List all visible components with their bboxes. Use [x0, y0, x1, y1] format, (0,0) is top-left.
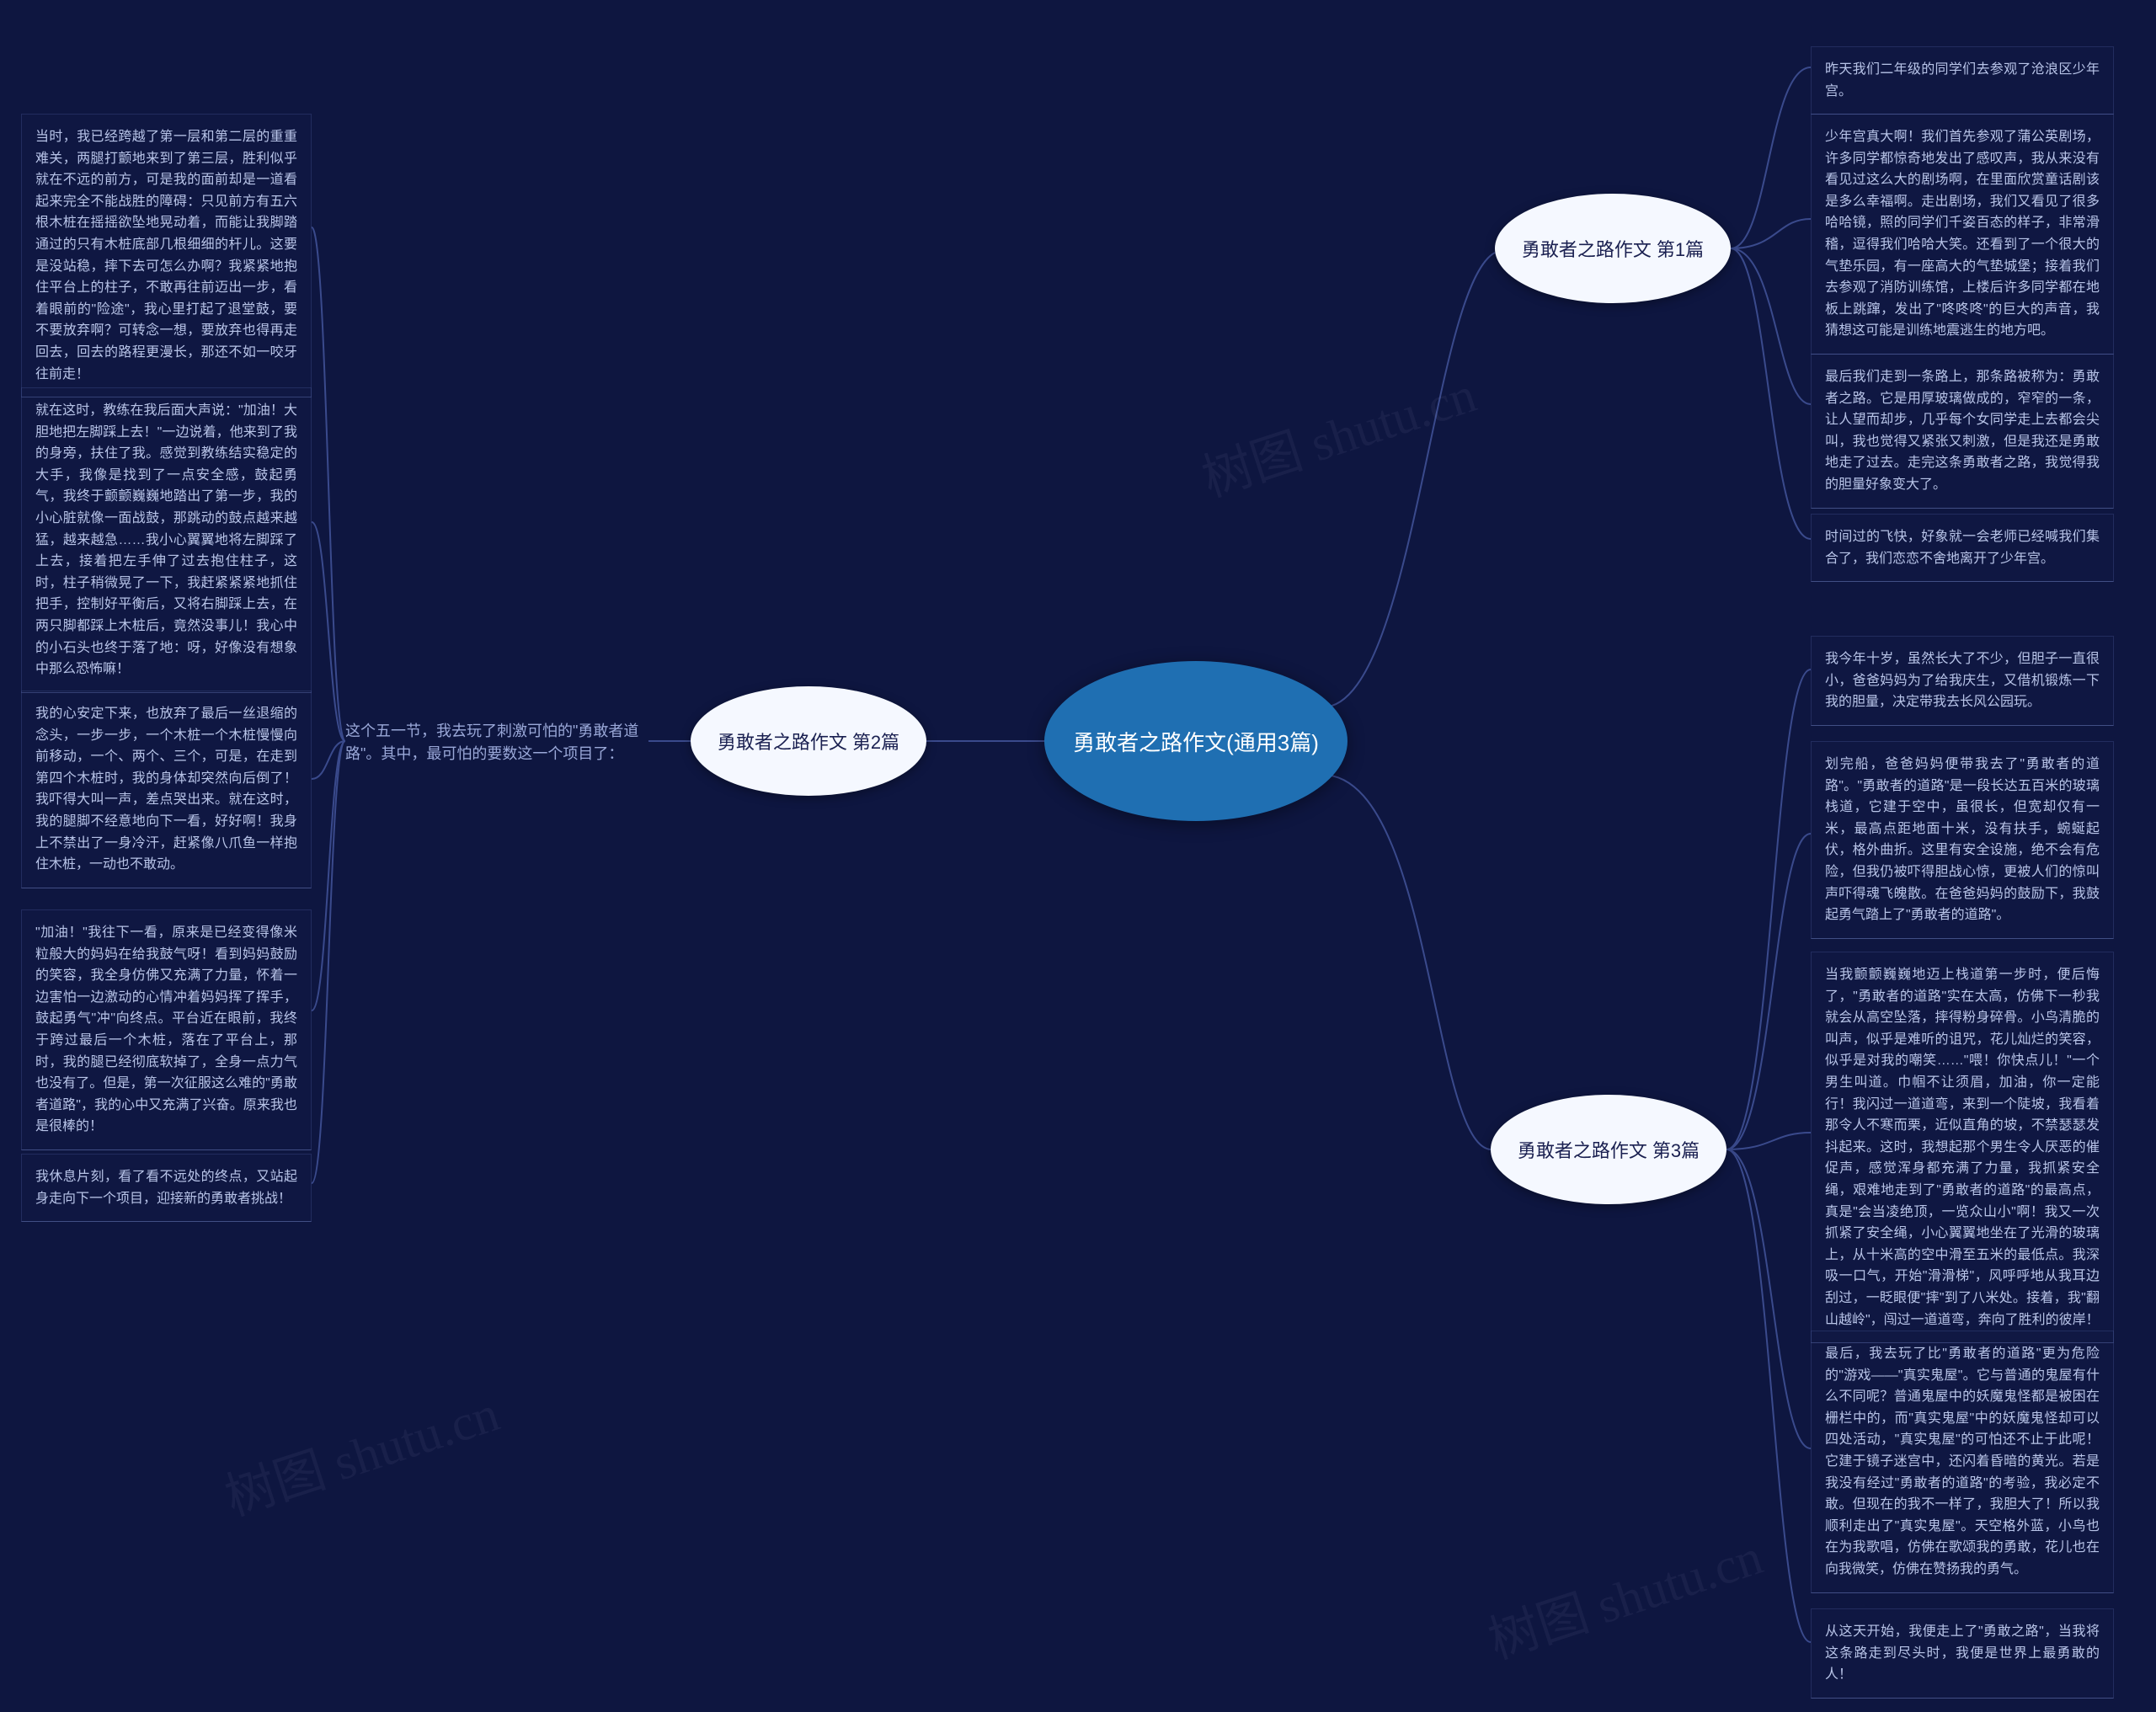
branch-1-leaf-1: 昨天我们二年级的同学们去参观了沧浪区少年宫。 — [1811, 46, 2114, 115]
branch-2-sublabel: 这个五一节，我去玩了刺激可怕的"勇敢者道路"。其中，最可怕的要数这一个项目了： — [345, 720, 648, 765]
branch-3: 勇敢者之路作文 第3篇 — [1491, 1095, 1726, 1204]
center-topic: 勇敢者之路作文(通用3篇) — [1044, 661, 1348, 821]
branch-2-leaf-4: "加油！"我往下一看，原来是已经变得像米粒般大的妈妈在给我鼓气呀！看到妈妈鼓励的… — [21, 909, 312, 1150]
branch-3-leaf-2: 划完船，爸爸妈妈便带我去了"勇敢者的道路"。"勇敢者的道路"是一段长达五百米的玻… — [1811, 741, 2114, 939]
branch-1-leaf-2: 少年宫真大啊！我们首先参观了蒲公英剧场，许多同学都惊奇地发出了感叹声，我从来没有… — [1811, 114, 2114, 355]
branch-1: 勇敢者之路作文 第1篇 — [1495, 194, 1731, 303]
watermark: 树图 shutu.cn — [215, 1373, 507, 1530]
branch-3-leaf-5: 从这天开始，我便走上了"勇敢之路"，当我将这条路走到尽头时，我便是世界上最勇敢的… — [1811, 1608, 2114, 1699]
watermark: 树图 shutu.cn — [1192, 354, 1484, 511]
branch-2-leaf-3: 我的心安定下来，也放弃了最后一丝退缩的念头，一步一步，一个木桩一个木桩慢慢向前移… — [21, 691, 312, 888]
branch-2-leaf-2: 就在这时，教练在我后面大声说："加油！大胆地把左脚踩上去！"一边说着，他来到了我… — [21, 387, 312, 693]
branch-2-leaf-5: 我休息片刻，看了看不远处的终点，又站起身走向下一个项目，迎接新的勇敢者挑战！ — [21, 1154, 312, 1222]
branch-2: 勇敢者之路作文 第2篇 — [691, 686, 926, 796]
branch-2-leaf-1: 当时，我已经跨越了第一层和第二层的重重难关，两腿打颤地来到了第三层，胜利似乎就在… — [21, 114, 312, 397]
branch-3-leaf-3: 当我颤颤巍巍地迈上栈道第一步时，便后悔了，"勇敢者的道路"实在太高，仿佛下一秒我… — [1811, 952, 2114, 1343]
watermark: 树图 shutu.cn — [1478, 1516, 1770, 1673]
branch-1-leaf-3: 最后我们走到一条路上，那条路被称为：勇敢者之路。它是用厚玻璃做成的，窄窄的一条，… — [1811, 354, 2114, 509]
branch-1-leaf-4: 时间过的飞快，好象就一会老师已经喊我们集合了，我们恋恋不舍地离开了少年宫。 — [1811, 514, 2114, 582]
branch-3-leaf-1: 我今年十岁，虽然长大了不少，但胆子一直很小，爸爸妈妈为了给我庆生，又借机锻炼一下… — [1811, 636, 2114, 726]
branch-3-leaf-4: 最后，我去玩了比"勇敢者的道路"更为危险的"游戏——"真实鬼屋"。它与普通的鬼屋… — [1811, 1331, 2114, 1593]
